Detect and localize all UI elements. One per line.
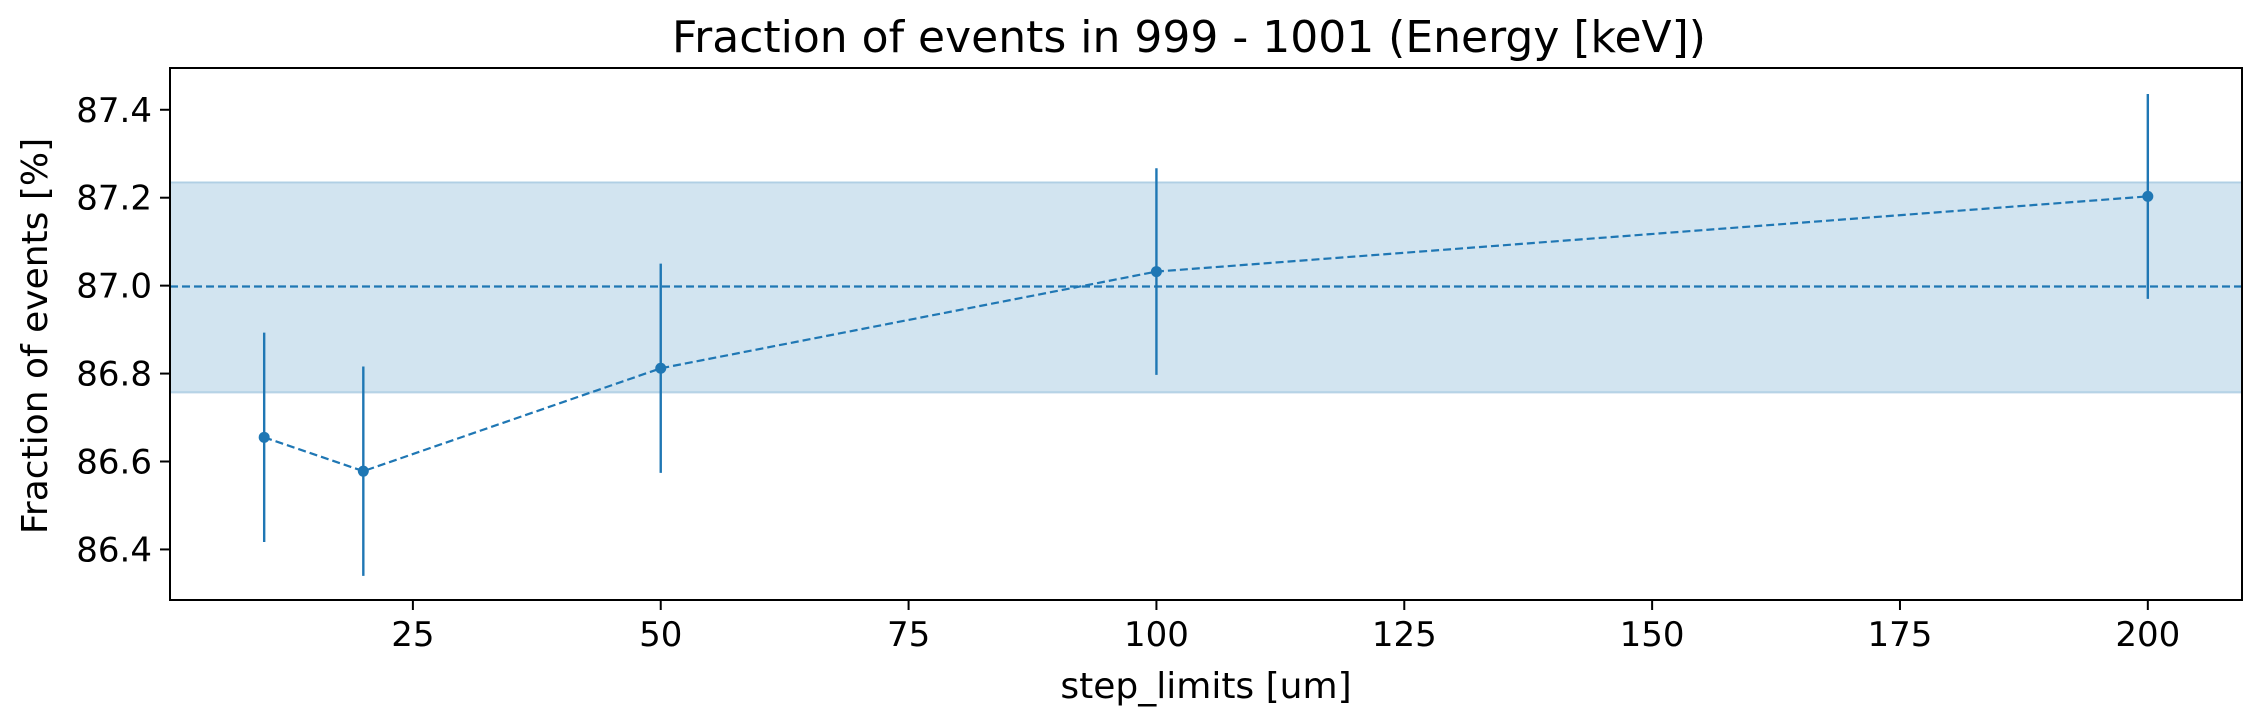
y-tick-label: 86.8	[76, 355, 152, 395]
y-tick-label: 87.0	[76, 267, 152, 307]
x-tick-label: 200	[2115, 615, 2180, 655]
data-point	[1150, 266, 1162, 278]
x-tick-label: 125	[1372, 615, 1437, 655]
x-axis-label: step_limits [um]	[1060, 666, 1351, 707]
y-axis-label: Fraction of events [%]	[15, 138, 56, 534]
y-tick-label: 86.4	[76, 530, 152, 570]
data-point	[655, 362, 667, 374]
x-tick-label: 25	[391, 615, 434, 655]
plot-area: 25 50 75 100 125 150 175 200 86.4 86.6 86.8 87.0 87.…	[76, 67, 2243, 655]
data-point	[258, 431, 270, 443]
data-point	[2142, 190, 2154, 202]
x-tick-label: 175	[1868, 615, 1933, 655]
x-tick-label: 150	[1620, 615, 1685, 655]
data-point	[357, 465, 369, 477]
plot-frame	[169, 67, 2243, 601]
x-tick-label: 50	[639, 615, 682, 655]
y-tick-label: 87.4	[76, 91, 152, 131]
x-tick-label: 100	[1124, 615, 1189, 655]
x-tick-label: 75	[887, 615, 930, 655]
y-tick-label: 86.6	[76, 443, 152, 483]
chart-title: Fraction of events in 999 - 1001 (Energy…	[672, 12, 1706, 63]
y-tick-label: 87.2	[76, 179, 152, 219]
series-line	[263, 195, 2148, 473]
